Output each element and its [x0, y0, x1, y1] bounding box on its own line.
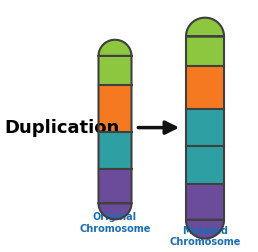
Wedge shape: [99, 203, 132, 219]
Text: Duplication: Duplication: [4, 119, 119, 137]
Wedge shape: [186, 220, 224, 238]
Wedge shape: [99, 40, 132, 56]
Bar: [186, 109, 224, 146]
Bar: [186, 66, 224, 109]
Bar: [186, 183, 224, 220]
Text: Original
Chromosome: Original Chromosome: [79, 212, 151, 234]
Bar: [99, 85, 132, 132]
Bar: [186, 36, 224, 66]
Wedge shape: [186, 18, 224, 36]
Bar: [99, 56, 132, 85]
Text: Mutated
Chromosome: Mutated Chromosome: [169, 226, 241, 247]
Bar: [99, 132, 132, 169]
Bar: [186, 146, 224, 183]
Bar: [99, 169, 132, 203]
